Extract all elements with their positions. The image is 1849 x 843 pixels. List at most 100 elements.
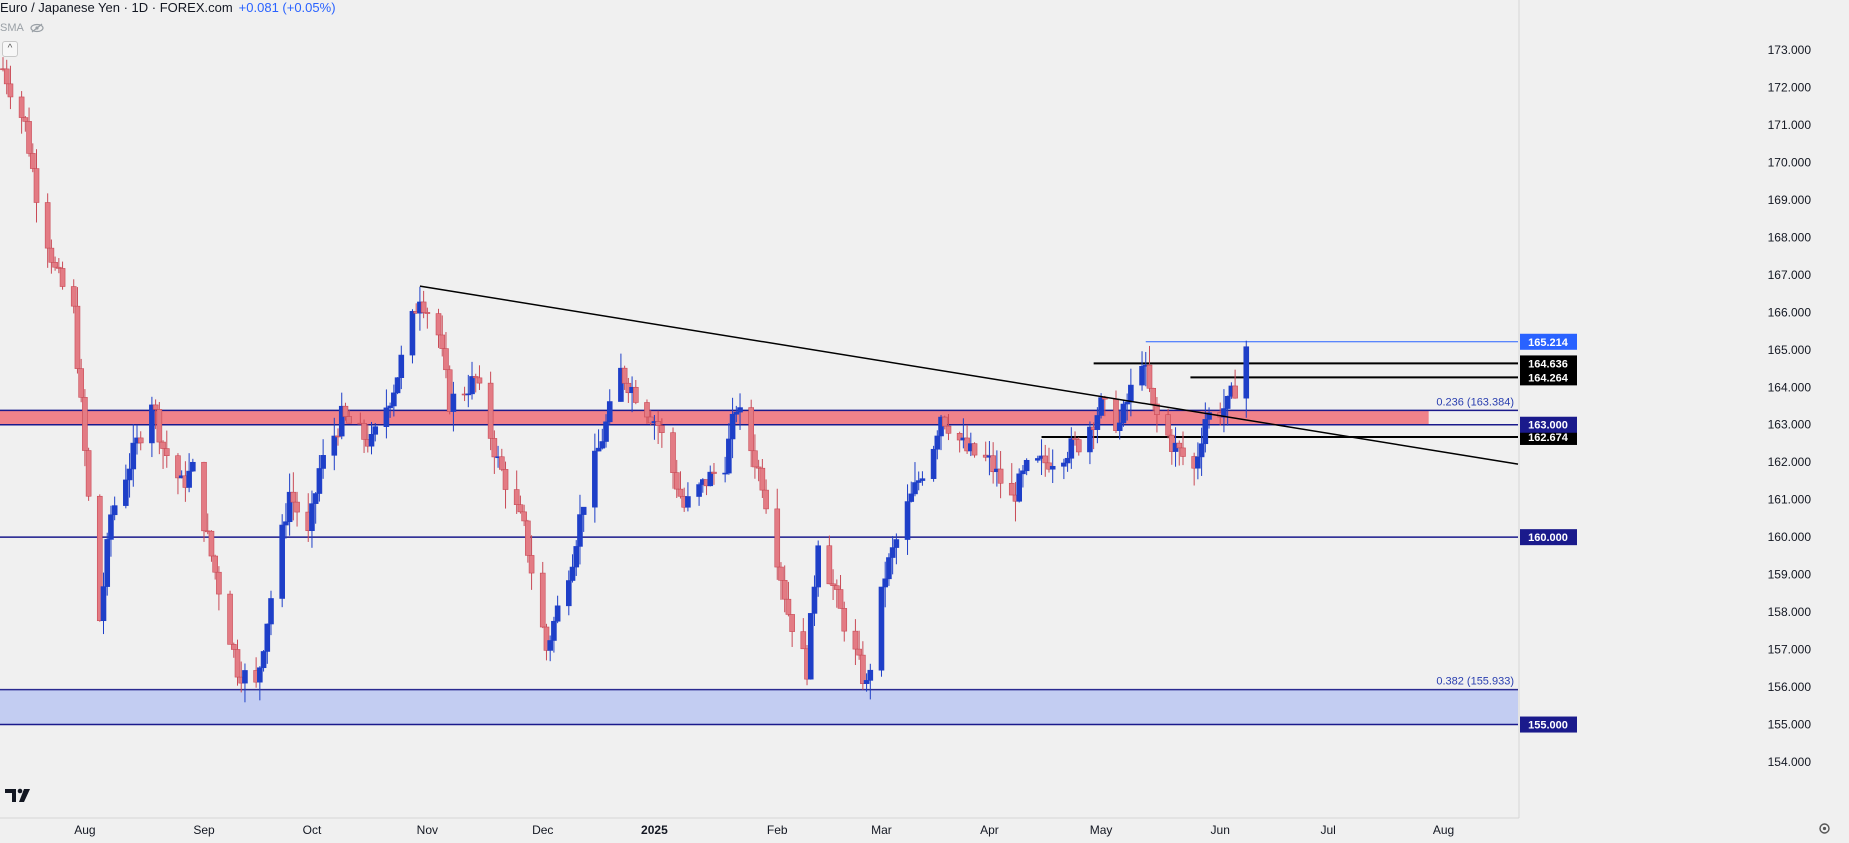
bear-candle — [763, 489, 769, 510]
bear-candle — [335, 435, 341, 438]
bull-candle — [331, 435, 338, 456]
bull-candle — [383, 407, 390, 427]
bull-candle — [108, 514, 114, 540]
price-badge — [1520, 416, 1577, 433]
bull-candle — [309, 503, 315, 532]
bear-candle — [1075, 439, 1082, 453]
bear-candle — [655, 421, 661, 426]
bull-candle — [580, 506, 587, 515]
bear-candle — [778, 566, 784, 581]
bull-candle — [934, 435, 941, 450]
bear-candle — [476, 377, 483, 384]
bear-candle — [830, 583, 836, 586]
candles-layer — [0, 57, 1250, 703]
bear-candle — [1008, 482, 1015, 496]
bear-candle — [227, 593, 233, 645]
bear-candle — [990, 455, 996, 473]
price-tick-label: 158.000 — [1768, 605, 1812, 619]
bull-candle — [1124, 401, 1130, 405]
price-badge-label: 164.636 — [1528, 358, 1568, 370]
bear-candle — [163, 448, 170, 457]
bear-candle — [137, 437, 144, 444]
collapse-legend-button[interactable]: ^ — [2, 41, 18, 57]
bear-candle — [837, 589, 844, 609]
bull-candle — [889, 547, 896, 558]
bear-candle — [230, 644, 237, 650]
bear-candle — [997, 468, 1004, 484]
bull-candle — [1023, 459, 1030, 472]
bull-candle — [123, 479, 129, 506]
bear-candle — [361, 423, 367, 440]
bull-candle — [863, 680, 870, 684]
indicator-row[interactable]: SMA — [0, 22, 44, 34]
bear-candle — [856, 648, 862, 656]
bull-candle — [592, 450, 598, 508]
bear-candle — [774, 508, 781, 568]
bull-candle — [257, 667, 263, 683]
bear-candle — [647, 416, 654, 424]
bull-candle — [565, 580, 572, 607]
bull-candle — [904, 501, 911, 540]
bear-candle — [785, 598, 792, 615]
bear-candle — [70, 286, 77, 307]
bull-candle — [312, 493, 319, 504]
bear-candle — [294, 501, 300, 513]
bull-candle — [737, 407, 743, 413]
bull-candle — [867, 669, 874, 681]
bull-candle — [1139, 366, 1145, 386]
bull-candle — [1064, 457, 1071, 464]
bear-candle — [860, 654, 866, 684]
price-tick-label: 162.000 — [1768, 455, 1812, 469]
price-tick-label: 160.000 — [1768, 530, 1812, 544]
price-tick-label: 156.000 — [1768, 680, 1812, 694]
bull-candle — [316, 468, 323, 494]
bull-candle — [130, 442, 137, 470]
bear-candle — [491, 438, 498, 458]
bull-candle — [450, 393, 457, 412]
bull-candle — [707, 471, 714, 487]
price-tick-label: 173.000 — [1768, 43, 1812, 57]
price-badge-label: 155.000 — [1528, 720, 1568, 732]
bear-candle — [759, 467, 766, 491]
time-tick-label: 2025 — [641, 823, 668, 837]
bear-candle — [945, 425, 952, 434]
bear-candle — [420, 301, 427, 313]
price-badge — [1520, 333, 1577, 350]
bull-candle — [1243, 346, 1250, 399]
price-tick-label: 159.000 — [1768, 568, 1812, 582]
indicator-label: SMA — [0, 22, 24, 34]
settings-gear-icon[interactable] — [1818, 822, 1831, 835]
bull-candle — [726, 438, 732, 474]
tradingview-logo-icon[interactable]: TV — [4, 786, 34, 804]
bull-candle — [551, 620, 557, 641]
bear-candle — [96, 495, 103, 622]
bull-candle — [554, 605, 561, 622]
hidden-eye-icon[interactable] — [30, 23, 44, 33]
bull-candle — [100, 586, 107, 622]
bull-candle — [815, 545, 821, 588]
bull-candle — [618, 367, 624, 402]
bull-candle — [696, 484, 702, 497]
bear-candle — [201, 461, 207, 532]
symbol-legend[interactable]: Euro / Japanese Yen · 1D · FOREX.com +0.0… — [0, 0, 336, 18]
bear-candle — [22, 117, 29, 122]
bull-candle — [1016, 473, 1023, 502]
price-badge-label: 160.000 — [1528, 532, 1568, 544]
bear-candle — [1154, 403, 1160, 415]
bull-candle — [577, 514, 583, 547]
bear-candle — [85, 450, 92, 497]
bear-candle — [1165, 414, 1171, 436]
bull-candle — [260, 651, 267, 669]
bear-candle — [18, 96, 25, 118]
price-tick-label: 168.000 — [1768, 230, 1812, 244]
bear-candle — [44, 202, 51, 249]
bear-candle — [543, 626, 550, 651]
bull-candle — [893, 539, 900, 548]
bear-candle — [7, 83, 14, 98]
time-axis-bg — [0, 818, 1519, 838]
bear-candle — [160, 441, 166, 449]
bull-candle — [1094, 415, 1101, 430]
price-badge-label: 162.674 — [1528, 432, 1569, 444]
